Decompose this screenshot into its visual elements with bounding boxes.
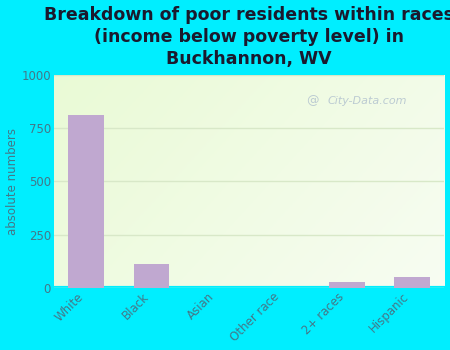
Bar (134, 264, 169, 288)
Y-axis label: absolute numbers: absolute numbers (5, 128, 18, 235)
Bar (68, 116, 104, 288)
Text: City-Data.com: City-Data.com (327, 96, 407, 106)
Bar (329, 282, 364, 288)
Text: @: @ (306, 94, 318, 107)
Title: Breakdown of poor residents within races
(income below poverty level) in
Buckhan: Breakdown of poor residents within races… (44, 6, 450, 68)
Bar (394, 277, 430, 288)
